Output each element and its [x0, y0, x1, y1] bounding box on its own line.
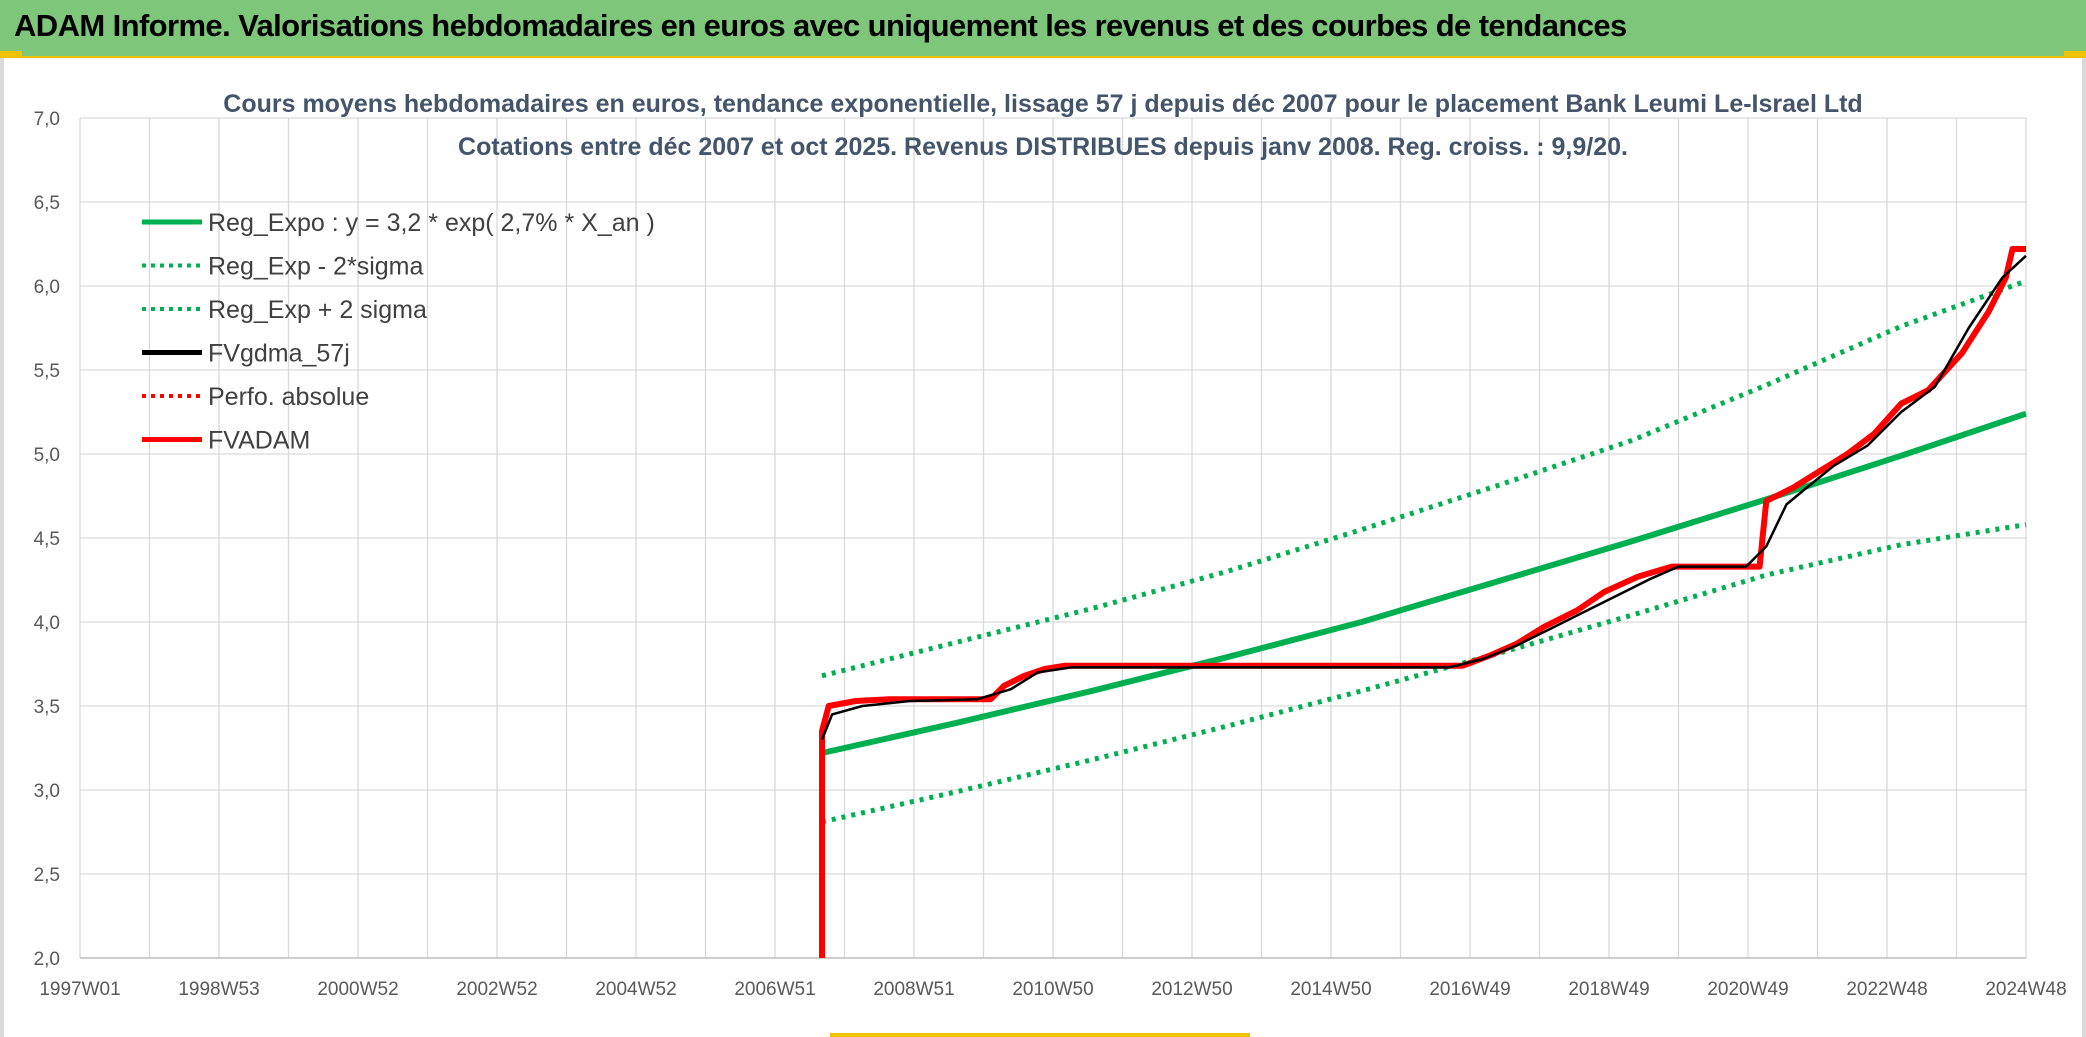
y-tick-label: 4,0	[34, 613, 60, 634]
chart-legend: Reg_Expo : y = 3,2 * exp( 2,7% * X_an ) R…	[142, 209, 655, 455]
legend-label: FVgdma_57j	[208, 340, 350, 368]
series-line	[821, 410, 2027, 756]
x-axis-ticks: 1997W01 1998W53 2000W52 2002W52 2004W52 2006W…	[39, 979, 2066, 1000]
y-tick-label: 2,0	[34, 949, 60, 970]
x-tick-label: 2020W49	[1707, 979, 1788, 1000]
x-tick-label: 2024W48	[1985, 979, 2066, 1000]
legend-label: FVADAM	[208, 427, 310, 455]
y-tick-label: 2,5	[34, 865, 60, 886]
series-line	[820, 254, 2027, 741]
x-tick-label: 2000W52	[317, 979, 398, 1000]
x-tick-label: 2006W51	[734, 979, 815, 1000]
legend-label: Reg_Expo : y = 3,2 * exp( 2,7% * X_an )	[208, 209, 655, 237]
y-axis-ticks: 2,0 2,5 3,0 3,5 4,0 4,5 5,0 5,5 6,0 6,5 7,0	[34, 109, 60, 970]
page-title: ADAM Informe. Valorisations hebdomadaire…	[14, 8, 1627, 43]
y-tick-label: 5,0	[34, 445, 60, 466]
x-tick-label: 2008W51	[873, 979, 954, 1000]
y-tick-label: 4,5	[34, 529, 60, 550]
y-tick-label: 5,5	[34, 361, 60, 382]
x-tick-label: 1997W01	[39, 979, 120, 1000]
corner-accent-right	[2064, 51, 2086, 58]
x-tick-label: 2018W49	[1568, 979, 1649, 1000]
x-tick-label: 2012W50	[1151, 979, 1232, 1000]
y-tick-label: 6,5	[34, 193, 60, 214]
x-tick-label: 2022W48	[1846, 979, 1927, 1000]
y-tick-label: 3,5	[34, 697, 60, 718]
chart-grid	[79, 117, 2027, 959]
x-tick-label: 2016W49	[1429, 979, 1510, 1000]
legend-label: Reg_Exp - 2*sigma	[208, 253, 423, 281]
y-tick-label: 7,0	[34, 109, 60, 130]
chart-subtitle: Cotations entre déc 2007 et oct 2025. Re…	[458, 133, 1628, 161]
series-line	[821, 522, 2027, 825]
chart-series	[819, 246, 2027, 958]
x-tick-label: 2010W50	[1012, 979, 1093, 1000]
y-tick-label: 3,0	[34, 781, 60, 802]
x-tick-label: 2014W50	[1290, 979, 1371, 1000]
legend-label: Perfo. absolue	[208, 383, 369, 411]
y-tick-label: 6,0	[34, 277, 60, 298]
x-tick-label: 2002W52	[456, 979, 537, 1000]
chart-frame	[0, 58, 2086, 1037]
x-tick-label: 1998W53	[178, 979, 259, 1000]
corner-accent-left	[0, 51, 22, 58]
x-tick-label: 2004W52	[595, 979, 676, 1000]
header-banner: ADAM Informe. Valorisations hebdomadaire…	[0, 0, 2086, 58]
chart-title: Cours moyens hebdomadaires en euros, ten…	[223, 90, 1862, 118]
series-line	[819, 246, 2026, 958]
legend-label: Reg_Exp + 2 sigma	[208, 296, 427, 324]
bottom-accent	[830, 1033, 1250, 1037]
series-line	[821, 278, 2027, 679]
